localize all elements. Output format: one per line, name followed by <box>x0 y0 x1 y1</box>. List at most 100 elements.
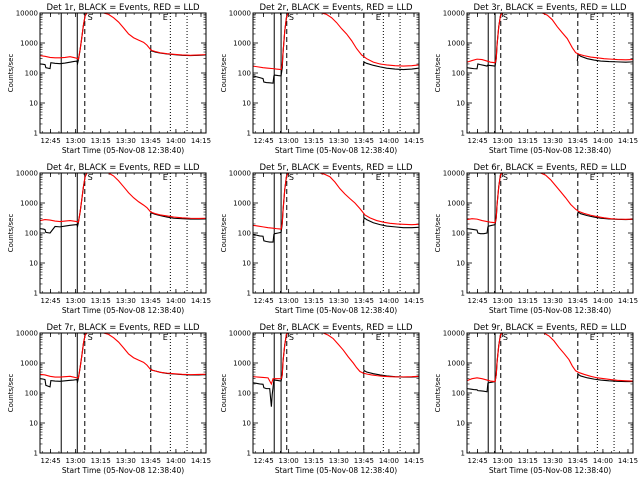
flare-marker-label: E <box>590 333 595 342</box>
y-tick-label: 1000 <box>447 200 465 208</box>
x-tick-label: 14:15 <box>191 457 211 465</box>
flare-marker-label: S <box>88 333 93 342</box>
x-tick-label: 13:15 <box>91 137 111 145</box>
y-tick-label: 10000 <box>443 170 465 178</box>
y-tick-label: 1 <box>461 290 465 298</box>
events-series-line <box>362 216 419 229</box>
flare-marker-label: E <box>590 13 595 22</box>
events-series-line <box>576 53 633 63</box>
x-tick-label: 13:30 <box>116 457 136 465</box>
lld-series-line <box>103 13 206 56</box>
plot-frame <box>39 172 207 294</box>
x-tick-label: 14:00 <box>593 297 613 305</box>
flare-marker-label: S <box>503 173 508 182</box>
y-tick-label: 1000 <box>447 40 465 48</box>
lld-series-line <box>253 333 290 386</box>
y-tick-label: 100 <box>452 230 465 238</box>
x-tick-label: 12:45 <box>253 457 273 465</box>
x-axis-label: Start Time (05-Nov-08 12:38:40) <box>489 306 611 315</box>
chart-title: Det 4r, BLACK = Events, RED = LLD <box>46 163 200 173</box>
x-axis-label: Start Time (05-Nov-08 12:38:40) <box>489 466 611 475</box>
chart-title: Det 7r, BLACK = Events, RED = LLD <box>46 323 200 333</box>
y-axis-label: Counts/sec <box>434 214 442 253</box>
y-tick-label: 1000 <box>20 360 38 368</box>
x-tick-label: 13:15 <box>304 457 324 465</box>
y-tick-label: 1 <box>34 450 38 458</box>
y-axis-label: Counts/sec <box>7 214 15 253</box>
x-tick-label: 14:15 <box>618 137 638 145</box>
flare-marker-label: S <box>289 333 294 342</box>
x-tick-label: 13:45 <box>141 457 161 465</box>
chart-panel: Det 8r, BLACK = Events, RED = LLD Counts/… <box>220 323 424 475</box>
x-tick-label: 13:00 <box>493 297 513 305</box>
y-tick-label: 10000 <box>443 330 465 338</box>
y-axis-label: Counts/sec <box>220 54 228 93</box>
x-tick-label: 12:45 <box>467 137 487 145</box>
lld-series-line <box>319 173 419 226</box>
x-tick-label: 13:30 <box>543 457 563 465</box>
x-tick-label: 13:00 <box>279 457 299 465</box>
y-tick-label: 1 <box>34 290 38 298</box>
y-tick-label: 10000 <box>229 170 251 178</box>
plot-frame <box>39 12 207 134</box>
y-tick-label: 10 <box>29 100 38 108</box>
x-tick-label: 13:15 <box>91 457 111 465</box>
lld-series-line <box>108 173 206 220</box>
flare-marker-label: S <box>88 173 93 182</box>
lld-series-line <box>543 333 633 382</box>
x-tick-label: 14:15 <box>618 457 638 465</box>
x-tick-label: 13:30 <box>329 137 349 145</box>
x-tick-label: 12:45 <box>40 137 60 145</box>
x-tick-label: 14:15 <box>404 137 424 145</box>
x-tick-label: 13:30 <box>543 297 563 305</box>
y-tick-label: 10000 <box>16 330 38 338</box>
y-tick-label: 1 <box>34 130 38 138</box>
chart-panel: Det 9r, BLACK = Events, RED = LLD Counts/… <box>434 323 638 475</box>
chart-title: Det 3r, BLACK = Events, RED = LLD <box>473 3 627 13</box>
y-axis-label: Counts/sec <box>7 374 15 413</box>
x-tick-label: 13:15 <box>304 137 324 145</box>
y-tick-label: 1 <box>247 450 251 458</box>
flare-marker-label: E <box>376 13 381 22</box>
x-axis-label: Start Time (05-Nov-08 12:38:40) <box>275 306 397 315</box>
x-tick-label: 13:45 <box>354 457 374 465</box>
x-tick-label: 13:45 <box>568 137 588 145</box>
x-tick-label: 14:00 <box>379 137 399 145</box>
x-tick-label: 12:45 <box>40 297 60 305</box>
x-axis-label: Start Time (05-Nov-08 12:38:40) <box>62 146 184 155</box>
x-tick-label: 13:00 <box>66 457 86 465</box>
plot-frame <box>252 172 420 294</box>
y-tick-label: 100 <box>452 70 465 78</box>
x-tick-label: 13:00 <box>493 137 513 145</box>
flare-marker-label: S <box>289 13 294 22</box>
lld-series-line <box>40 333 91 379</box>
x-tick-label: 12:45 <box>253 297 273 305</box>
x-tick-label: 14:00 <box>379 457 399 465</box>
x-tick-label: 14:00 <box>593 137 613 145</box>
x-tick-label: 14:00 <box>593 457 613 465</box>
flare-marker-label: E <box>163 173 168 182</box>
y-tick-label: 100 <box>25 230 38 238</box>
y-tick-label: 10000 <box>443 10 465 18</box>
x-tick-label: 13:15 <box>518 297 538 305</box>
lld-series-line <box>103 333 206 376</box>
chart-title: Det 1r, BLACK = Events, RED = LLD <box>46 3 200 13</box>
flare-marker-label: S <box>88 13 93 22</box>
events-series-line <box>467 173 504 235</box>
x-tick-label: 13:00 <box>279 137 299 145</box>
y-axis-label: Counts/sec <box>220 214 228 253</box>
lld-series-line <box>253 173 290 230</box>
events-series-line <box>40 333 91 388</box>
chart-panel: Det 6r, BLACK = Events, RED = LLD Counts/… <box>434 163 638 315</box>
y-tick-label: 1 <box>247 130 251 138</box>
x-tick-label: 13:15 <box>304 297 324 305</box>
x-tick-label: 13:00 <box>66 137 86 145</box>
events-series-line <box>576 373 633 383</box>
plot-frame <box>466 332 634 454</box>
flare-marker-label: S <box>503 333 508 342</box>
y-tick-label: 1000 <box>233 40 251 48</box>
x-tick-label: 13:30 <box>543 137 563 145</box>
y-tick-label: 100 <box>238 390 251 398</box>
x-tick-label: 14:15 <box>618 297 638 305</box>
